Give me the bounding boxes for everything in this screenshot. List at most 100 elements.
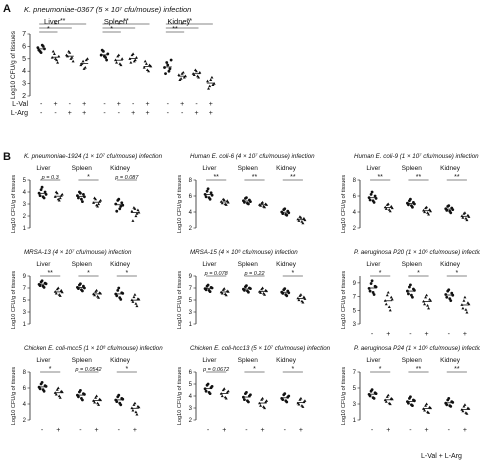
data-point (40, 185, 44, 189)
data-point (461, 306, 465, 310)
group-label: Liver (202, 165, 217, 172)
y-axis-label: Log10 CFU/g of tissues (11, 175, 17, 234)
data-point (467, 302, 471, 306)
data-point (117, 393, 121, 397)
x-tick-label: - (118, 427, 121, 434)
y-tick-label: 1 (189, 322, 193, 328)
data-point (131, 300, 135, 303)
x-tick-label: + (95, 427, 99, 434)
group-label: Spleen (402, 165, 423, 172)
data-point (117, 53, 121, 57)
data-point (206, 187, 210, 191)
significance-label: * (291, 270, 294, 277)
data-point (177, 73, 181, 77)
data-point (462, 404, 466, 408)
data-point (259, 404, 263, 407)
data-point (93, 293, 97, 297)
x-tick-label: - (371, 427, 374, 434)
data-point (211, 83, 215, 86)
data-point (57, 394, 61, 398)
y-tick-label: 6 (189, 194, 193, 200)
data-point (385, 395, 389, 398)
data-point (53, 195, 57, 198)
group-label: Spleen (72, 165, 93, 172)
data-point (194, 69, 198, 73)
data-point (283, 392, 287, 395)
data-point (56, 386, 60, 390)
data-point (427, 212, 431, 216)
data-point (38, 284, 42, 287)
condition-value: - (181, 110, 184, 117)
data-point (77, 196, 80, 200)
data-point (97, 202, 101, 206)
x-tick-label: - (409, 427, 412, 434)
data-point (423, 408, 427, 412)
data-point (388, 209, 392, 213)
significance-label: ** (172, 26, 178, 33)
chart-title: MRSA-15 (4 × 10⁸ cfu/mouse) infection (190, 249, 298, 256)
y-tick-label: 6 (189, 370, 193, 376)
y-tick-label: 8 (23, 370, 27, 376)
significance-label: ** (416, 174, 422, 181)
data-point (130, 209, 134, 213)
data-point (297, 402, 301, 406)
data-point (370, 279, 374, 283)
data-point (384, 302, 388, 306)
significance-label: * (125, 366, 128, 373)
data-point (55, 388, 59, 391)
data-point (384, 400, 388, 403)
data-point (263, 205, 267, 209)
data-point (56, 286, 60, 290)
data-point (130, 406, 134, 410)
data-point (208, 84, 212, 88)
data-point (81, 200, 84, 204)
significance-label: * (125, 270, 128, 277)
data-point (224, 293, 228, 297)
y-tick-label: 3 (189, 406, 193, 412)
data-point (83, 286, 86, 290)
significance-label: * (181, 22, 184, 29)
data-point (245, 196, 248, 200)
data-point (135, 412, 139, 416)
condition-value: - (40, 110, 43, 117)
group-label: Liver (44, 17, 61, 26)
data-point (259, 291, 263, 294)
y-tick-label: 7 (22, 31, 26, 38)
significance-label: ** (377, 174, 383, 181)
data-point (84, 58, 88, 62)
chart-title: Human E. coli-6 (4 × 10⁷ cfu/mouse) infe… (190, 153, 315, 160)
y-tick-label: 3 (189, 310, 193, 316)
data-point (390, 297, 394, 301)
data-point (445, 403, 449, 407)
data-point (96, 401, 100, 405)
data-point (44, 385, 48, 388)
data-point (79, 191, 82, 195)
data-point (68, 51, 72, 54)
data-point (204, 288, 208, 292)
data-point (119, 403, 123, 407)
data-point (372, 293, 376, 296)
data-point (368, 198, 372, 202)
y-tick-label: 4 (189, 394, 193, 400)
data-point (206, 382, 210, 386)
x-tick-label: + (222, 427, 226, 434)
data-point (36, 46, 40, 50)
data-point (180, 72, 184, 75)
data-point (285, 294, 289, 298)
data-point (285, 400, 289, 404)
data-point (222, 287, 226, 290)
condition-value: - (167, 110, 170, 117)
data-point (206, 79, 210, 83)
condition-value: - (118, 110, 121, 117)
data-point (247, 290, 250, 294)
data-point (53, 57, 57, 60)
data-point (445, 295, 449, 299)
condition-value: - (54, 110, 57, 117)
data-point (42, 389, 46, 393)
data-point (105, 58, 108, 62)
data-point (449, 211, 453, 215)
chart-title: K. pneumoniae-0367 (5 × 10⁷ cfu/mouse) i… (24, 5, 191, 14)
data-point (427, 411, 431, 414)
group-label: Spleen (402, 357, 423, 364)
data-point (368, 394, 372, 398)
